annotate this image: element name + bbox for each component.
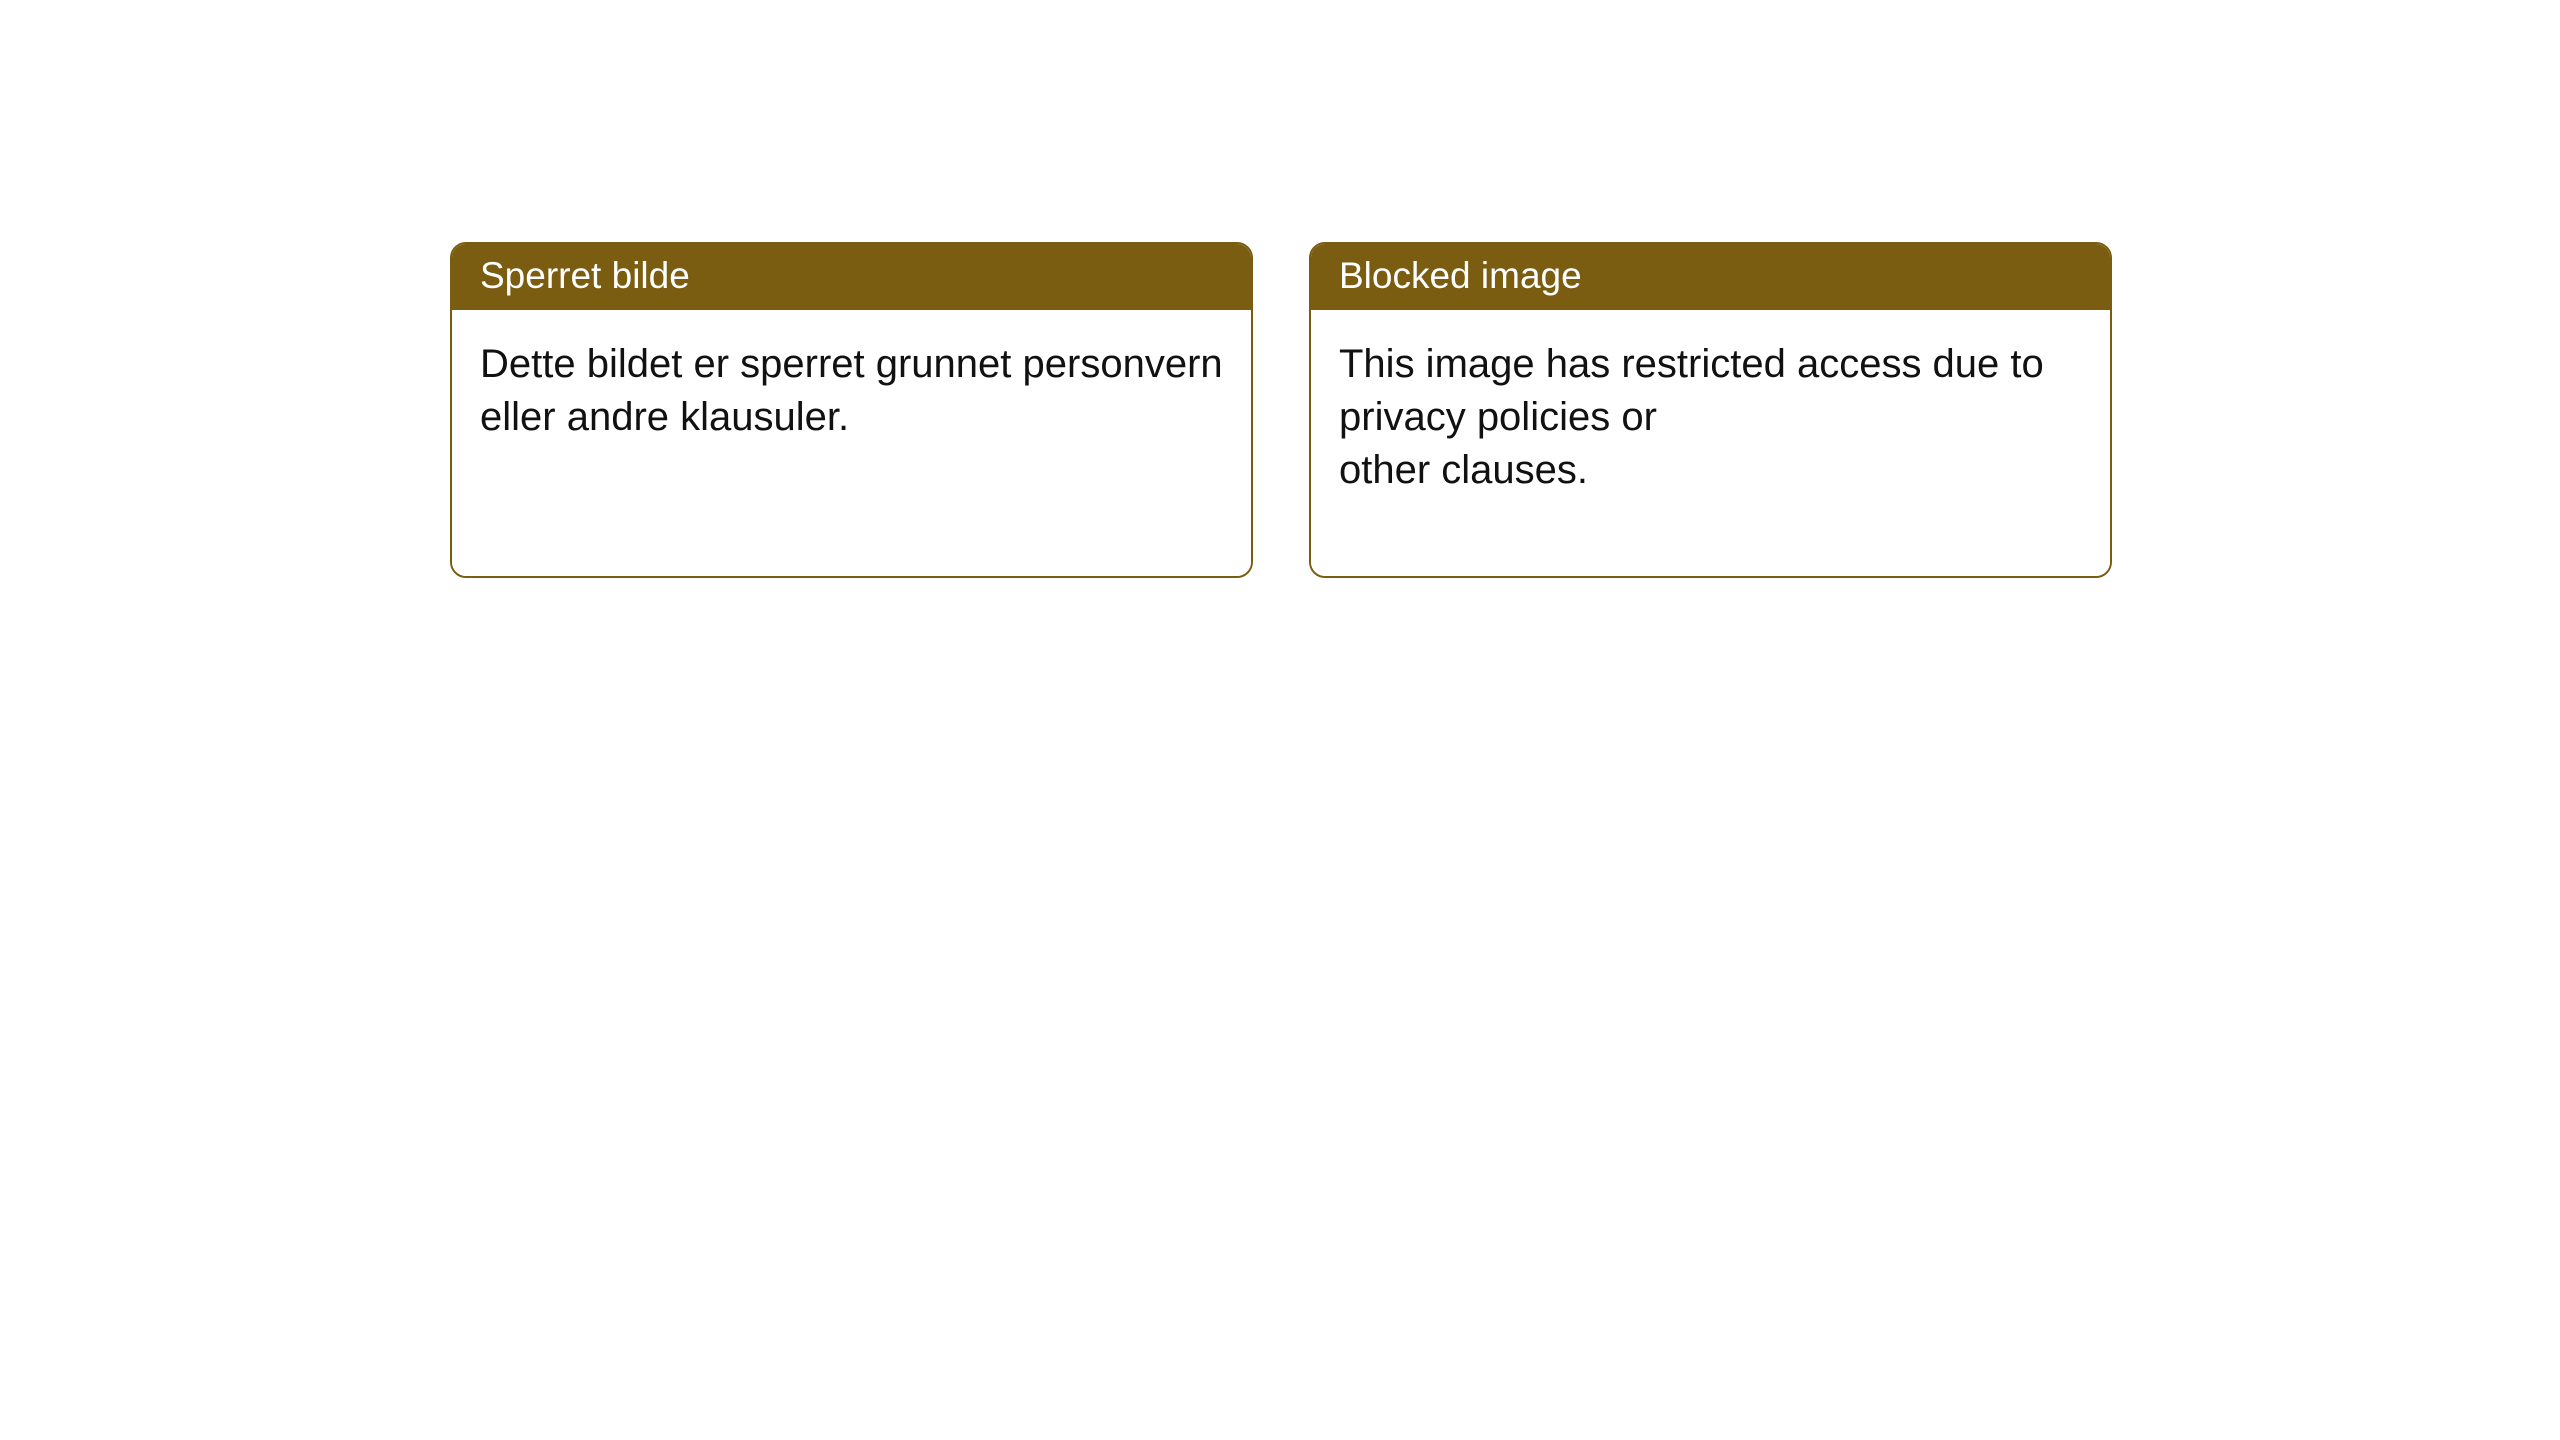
panel-body-norwegian: Dette bildet er sperret grunnet personve…: [452, 310, 1251, 576]
panel-title-english: Blocked image: [1311, 244, 2110, 310]
notice-container: Sperret bilde Dette bildet er sperret gr…: [0, 0, 2560, 578]
panel-body-english: This image has restricted access due to …: [1311, 310, 2110, 576]
notice-panel-norwegian: Sperret bilde Dette bildet er sperret gr…: [450, 242, 1253, 578]
notice-panel-english: Blocked image This image has restricted …: [1309, 242, 2112, 578]
panel-title-norwegian: Sperret bilde: [452, 244, 1251, 310]
